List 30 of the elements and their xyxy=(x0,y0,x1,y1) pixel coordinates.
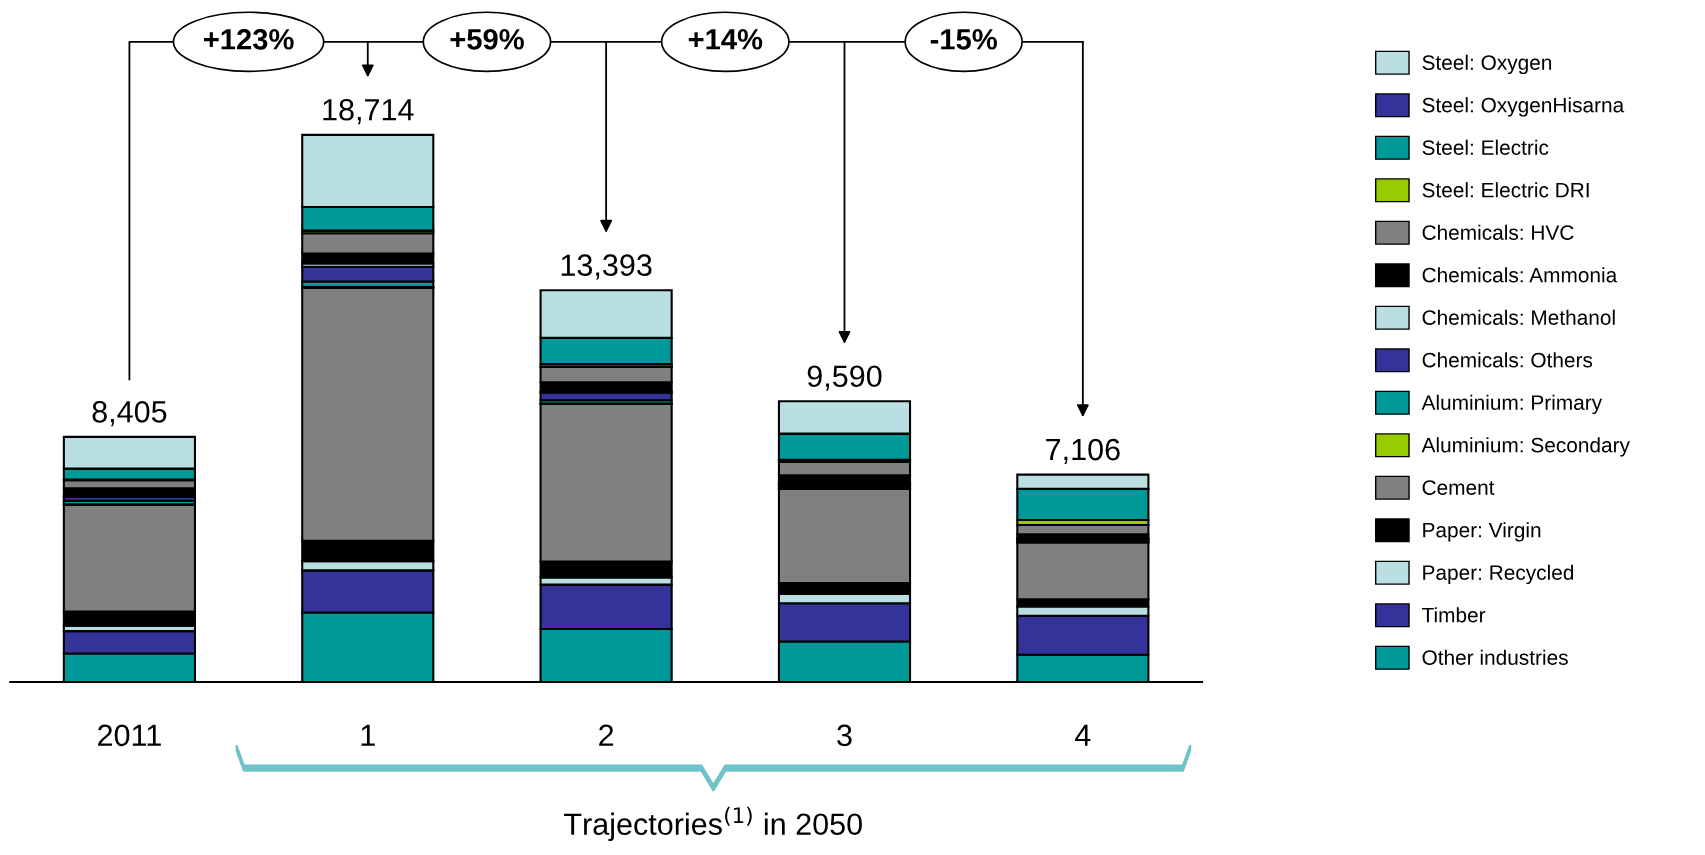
legend-label: Aluminium: Secondary xyxy=(1421,437,1630,457)
legend-label: Steel: Electric xyxy=(1422,139,1549,155)
legend-label: Chemicals: Others xyxy=(1422,352,1593,368)
x-tick-label: 1 xyxy=(361,724,375,746)
text: +14% xyxy=(688,29,763,50)
text: +123% xyxy=(204,28,294,50)
legend-label: Other industries xyxy=(1422,649,1568,665)
legend-label: Paper: Recycled xyxy=(1423,564,1574,585)
text: 18,714 xyxy=(323,98,414,125)
text: +59% xyxy=(450,28,524,50)
x-axis-title: Trajectories$^{(1)}$ in 2050 xyxy=(564,806,862,842)
annotation: 8,405 xyxy=(92,401,167,427)
legend-label: Timber xyxy=(1422,607,1486,623)
annotation: 13,393 xyxy=(561,254,652,280)
annotation: 7,106 xyxy=(1046,438,1120,465)
legend-label: Cement xyxy=(1422,480,1495,495)
annotation: 9,590 xyxy=(807,365,882,391)
legend-label: Chemicals: HVC xyxy=(1422,224,1574,240)
x-tick-label: 2 xyxy=(599,724,614,746)
legend-label: Steel: OxygenHisarna xyxy=(1422,97,1625,117)
legend-label: Chemicals: Methanol xyxy=(1422,309,1615,325)
legend-label: Chemicals: Ammonia xyxy=(1422,267,1618,283)
x-tick-label: 4 xyxy=(1075,724,1091,746)
x-tick-label: 2011 xyxy=(98,724,161,747)
legend-label: Steel: Electric DRI xyxy=(1422,182,1589,198)
legend-label: Aluminium: Primary xyxy=(1421,394,1603,415)
legend-label: Paper: Virgin xyxy=(1423,522,1541,542)
x-tick-label: 3 xyxy=(837,724,852,747)
text: -15% xyxy=(930,29,997,50)
legend-label: Steel: Oxygen xyxy=(1422,54,1552,75)
